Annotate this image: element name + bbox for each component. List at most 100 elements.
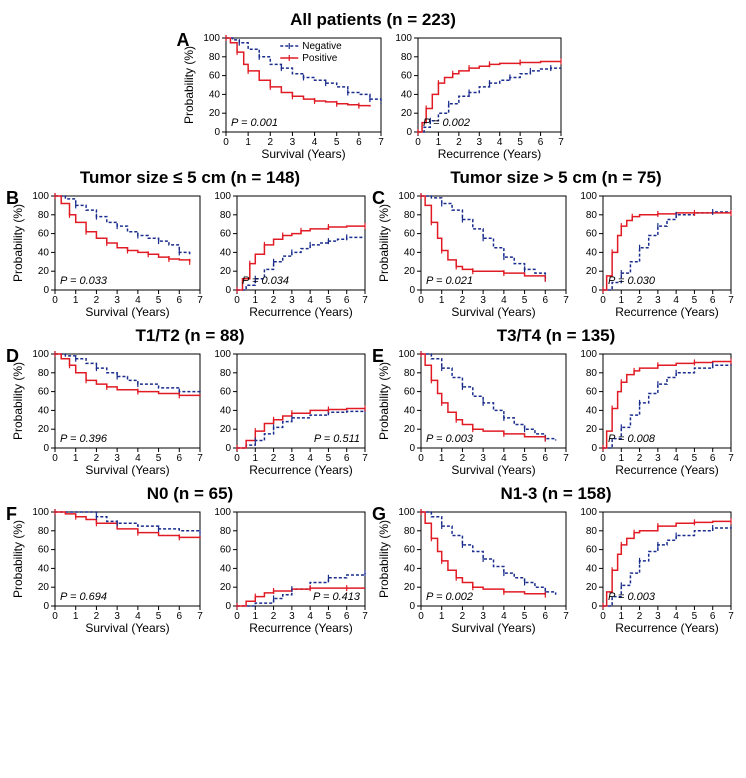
svg-text:P = 0.413: P = 0.413 — [313, 591, 361, 603]
svg-text:Probability (%): Probability (%) — [377, 520, 391, 598]
panel-E: T3/T4 (n = 135) E 02040608010001234567Su… — [376, 326, 736, 478]
svg-text:0: 0 — [409, 285, 415, 296]
svg-text:P = 0.511: P = 0.511 — [314, 433, 360, 445]
svg-text:Recurrence (Years): Recurrence (Years) — [615, 305, 719, 319]
svg-text:0: 0 — [415, 137, 421, 148]
km-chart: 02040608010001234567Survival (Years)Prob… — [10, 190, 205, 320]
svg-text:Probability (%): Probability (%) — [11, 204, 25, 282]
svg-text:80: 80 — [220, 368, 232, 379]
svg-text:0: 0 — [591, 443, 597, 454]
svg-text:80: 80 — [38, 368, 50, 379]
svg-text:100: 100 — [580, 191, 597, 202]
svg-text:0: 0 — [418, 611, 424, 622]
svg-text:60: 60 — [38, 387, 50, 398]
km-chart: 02040608010001234567Recurrence (Years)P … — [205, 506, 370, 636]
svg-text:100: 100 — [32, 191, 49, 202]
svg-text:80: 80 — [404, 368, 416, 379]
svg-text:60: 60 — [586, 545, 598, 556]
km-chart: 02040608010001234567Recurrence (Years)P … — [571, 506, 736, 636]
svg-text:6: 6 — [356, 137, 362, 148]
svg-text:7: 7 — [728, 453, 734, 464]
svg-text:60: 60 — [404, 229, 416, 240]
svg-text:1: 1 — [73, 611, 79, 622]
km-chart: 02040608010001234567Recurrence (Years)P … — [205, 190, 370, 320]
panel-E-title: T3/T4 (n = 135) — [497, 326, 616, 346]
svg-text:20: 20 — [208, 108, 220, 119]
svg-text:P = 0.003: P = 0.003 — [426, 433, 474, 445]
svg-text:60: 60 — [404, 545, 416, 556]
svg-text:0: 0 — [234, 611, 240, 622]
svg-text:80: 80 — [208, 52, 220, 63]
svg-text:40: 40 — [404, 563, 416, 574]
panel-A-recurrence: 02040608010001234567Recurrence (Years)P … — [386, 32, 566, 162]
svg-text:40: 40 — [220, 405, 232, 416]
svg-text:0: 0 — [600, 295, 606, 306]
svg-text:Probability (%): Probability (%) — [11, 362, 25, 440]
svg-text:0: 0 — [52, 611, 58, 622]
svg-text:6: 6 — [177, 295, 183, 306]
svg-text:Survival (Years): Survival (Years) — [451, 305, 535, 319]
row-FG: N0 (n = 65) F 02040608010001234567Surviv… — [10, 484, 736, 636]
svg-text:6: 6 — [543, 295, 549, 306]
svg-text:100: 100 — [203, 33, 220, 44]
svg-text:60: 60 — [38, 545, 50, 556]
svg-text:7: 7 — [563, 453, 569, 464]
panel-B-title: Tumor size ≤ 5 cm (n = 148) — [80, 168, 300, 188]
svg-text:0: 0 — [43, 285, 49, 296]
svg-text:0: 0 — [223, 137, 229, 148]
panel-A-survival: 02040608010001234567Survival (Years)Prob… — [181, 32, 386, 162]
svg-text:0: 0 — [43, 443, 49, 454]
svg-text:60: 60 — [220, 229, 232, 240]
panel-G-survival: 02040608010001234567Survival (Years)Prob… — [376, 506, 571, 636]
km-chart: 02040608010001234567Survival (Years)Prob… — [10, 506, 205, 636]
svg-text:6: 6 — [543, 453, 549, 464]
svg-text:20: 20 — [404, 582, 416, 593]
svg-text:7: 7 — [558, 137, 564, 148]
svg-text:20: 20 — [586, 582, 598, 593]
row-DE: T1/T2 (n = 88) D 02040608010001234567Sur… — [10, 326, 736, 478]
svg-text:Positive: Positive — [302, 53, 337, 64]
panel-A-title: All patients (n = 223) — [290, 10, 456, 30]
svg-text:0: 0 — [418, 453, 424, 464]
svg-text:Survival (Years): Survival (Years) — [261, 147, 345, 161]
svg-text:P = 0.694: P = 0.694 — [60, 591, 107, 603]
svg-text:80: 80 — [38, 210, 50, 221]
row-BC: Tumor size ≤ 5 cm (n = 148) B 0204060801… — [10, 168, 736, 320]
svg-text:Recurrence (Years): Recurrence (Years) — [437, 147, 541, 161]
svg-text:P = 0.034: P = 0.034 — [242, 275, 289, 287]
km-chart: 02040608010001234567Recurrence (Years)P … — [571, 190, 736, 320]
svg-text:7: 7 — [378, 137, 384, 148]
km-chart: 02040608010001234567Survival (Years)Prob… — [376, 190, 571, 320]
svg-text:20: 20 — [38, 424, 50, 435]
svg-text:7: 7 — [362, 295, 368, 306]
panel-E-recurrence: 02040608010001234567Recurrence (Years)P … — [571, 348, 736, 478]
svg-text:6: 6 — [177, 611, 183, 622]
svg-text:100: 100 — [214, 507, 231, 518]
panel-D-survival: 02040608010001234567Survival (Years)Prob… — [10, 348, 205, 478]
svg-text:1: 1 — [439, 611, 445, 622]
svg-text:Probability (%): Probability (%) — [377, 362, 391, 440]
svg-text:40: 40 — [404, 247, 416, 258]
svg-text:60: 60 — [404, 387, 416, 398]
svg-text:40: 40 — [400, 89, 412, 100]
km-chart: 02040608010001234567Survival (Years)Prob… — [181, 32, 386, 162]
svg-text:1: 1 — [73, 453, 79, 464]
svg-text:P = 0.008: P = 0.008 — [608, 433, 656, 445]
svg-text:40: 40 — [586, 563, 598, 574]
svg-text:7: 7 — [197, 453, 203, 464]
svg-text:6: 6 — [177, 453, 183, 464]
svg-text:Survival (Years): Survival (Years) — [85, 621, 169, 635]
svg-text:7: 7 — [197, 611, 203, 622]
svg-text:100: 100 — [398, 349, 415, 360]
svg-text:40: 40 — [38, 563, 50, 574]
panel-A: All patients (n = 223) A 020406080100012… — [181, 10, 566, 162]
km-chart: 02040608010001234567Survival (Years)Prob… — [376, 506, 571, 636]
svg-text:0: 0 — [52, 453, 58, 464]
svg-text:20: 20 — [404, 266, 416, 277]
svg-text:60: 60 — [220, 545, 232, 556]
svg-text:P = 0.001: P = 0.001 — [231, 117, 278, 129]
svg-text:0: 0 — [409, 601, 415, 612]
svg-text:P = 0.021: P = 0.021 — [426, 275, 473, 287]
svg-text:Probability (%): Probability (%) — [182, 46, 196, 124]
svg-text:80: 80 — [220, 526, 232, 537]
